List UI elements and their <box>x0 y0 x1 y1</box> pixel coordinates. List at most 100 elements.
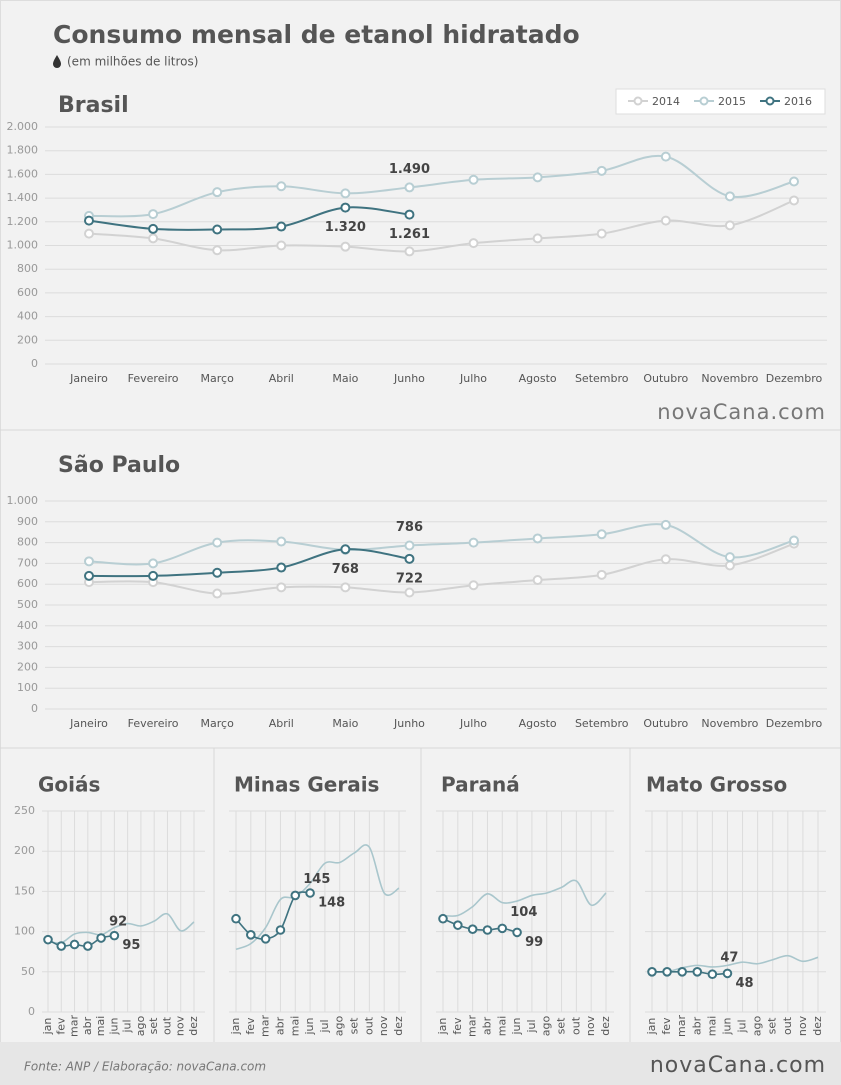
data-point <box>148 558 159 569</box>
x-tick-label: ago <box>540 1016 553 1037</box>
data-label: 1.320 <box>325 220 366 235</box>
data-label: 48 <box>735 976 753 991</box>
data-point <box>84 570 94 581</box>
source: Fonte: ANP / Elaboração: novaCana.com <box>24 1060 266 1074</box>
x-tick-label: jul <box>121 1019 134 1033</box>
data-point <box>596 228 607 239</box>
x-tick-label: Março <box>201 717 235 730</box>
drop-icon <box>53 55 61 68</box>
y-tick-label: 400 <box>17 619 38 632</box>
x-tick-label: fev <box>451 1017 464 1035</box>
data-point <box>340 202 351 213</box>
page-title: Consumo mensal de etanol hidratado <box>53 20 580 49</box>
y-tick-label: 150 <box>14 884 35 897</box>
data-point <box>722 968 733 979</box>
x-tick-label: ago <box>751 1016 764 1037</box>
y-tick-label: 100 <box>17 681 38 694</box>
x-tick-label: nov <box>584 1015 597 1036</box>
chart-title: Goiás <box>38 773 100 797</box>
y-tick-label: 250 <box>14 804 35 817</box>
x-tick-label: set <box>555 1017 568 1034</box>
data-point <box>404 209 415 220</box>
data-point <box>647 967 657 977</box>
data-point <box>212 588 223 599</box>
data-point <box>69 939 80 950</box>
data-point <box>109 930 120 941</box>
x-tick-label: Dezembro <box>766 717 823 730</box>
y-tick-label: 200 <box>17 660 38 673</box>
chart-title: Minas Gerais <box>234 773 379 797</box>
y-tick-label: 300 <box>17 640 38 653</box>
x-tick-label: Novembro <box>701 717 758 730</box>
x-tick-label: nov <box>796 1015 809 1036</box>
x-tick-label: Agosto <box>519 372 557 385</box>
y-tick-label: 1.400 <box>7 191 39 204</box>
y-tick-label: 600 <box>17 577 38 590</box>
x-tick-label: mar <box>68 1015 81 1037</box>
data-point <box>212 224 223 235</box>
data-label: 1.261 <box>389 227 430 242</box>
legend-marker <box>765 96 775 106</box>
data-point <box>276 181 287 192</box>
y-tick-label: 1.600 <box>7 167 39 180</box>
data-point <box>724 220 735 231</box>
y-tick-label: 100 <box>14 925 35 938</box>
y-tick-label: 200 <box>17 333 38 346</box>
x-tick-label: Julho <box>459 717 487 730</box>
data-label: 145 <box>303 872 330 887</box>
data-point <box>724 552 735 563</box>
x-tick-label: fev <box>244 1017 257 1035</box>
data-point <box>660 519 671 530</box>
data-point <box>340 188 351 199</box>
data-point <box>532 233 543 244</box>
x-tick-label: Agosto <box>519 717 557 730</box>
x-tick-label: dez <box>392 1016 405 1036</box>
data-point <box>438 913 448 924</box>
data-point <box>789 176 799 187</box>
data-point <box>275 925 286 935</box>
x-tick-label: mai <box>705 1016 718 1037</box>
subtitle: (em milhões de litros) <box>67 55 198 69</box>
x-tick-label: jan <box>41 1018 54 1036</box>
x-tick-label: jul <box>525 1019 538 1033</box>
series-line <box>88 542 795 595</box>
x-tick-label: mar <box>675 1015 688 1037</box>
footer <box>0 1042 841 1085</box>
data-point <box>789 535 799 546</box>
data-point <box>532 533 543 544</box>
y-tick-label: 900 <box>17 515 38 528</box>
legend-marker <box>699 96 709 106</box>
y-tick-label: 1.200 <box>7 215 39 228</box>
y-tick-label: 800 <box>17 536 38 549</box>
data-point <box>692 967 703 977</box>
x-tick-label: dez <box>599 1016 612 1036</box>
x-tick-label: abr <box>480 1016 493 1035</box>
chart-title: Paraná <box>441 773 520 797</box>
data-point <box>276 240 287 251</box>
data-label: 99 <box>525 935 543 950</box>
data-point <box>596 165 607 176</box>
data-point <box>724 191 735 202</box>
series-line <box>235 844 400 951</box>
data-point <box>404 246 415 257</box>
x-tick-label: jun <box>720 1017 733 1035</box>
data-label: 768 <box>332 562 359 577</box>
logo: novaCana.com <box>650 1053 826 1078</box>
data-label: 1.490 <box>389 162 430 177</box>
chart-title: São Paulo <box>58 453 180 478</box>
x-tick-label: out <box>362 1016 375 1035</box>
data-label: 148 <box>318 896 345 911</box>
x-tick-label: abr <box>273 1016 286 1035</box>
data-point <box>276 582 287 593</box>
x-tick-label: jul <box>736 1019 749 1033</box>
data-point <box>497 923 508 934</box>
legend-label: 2015 <box>718 95 746 108</box>
data-point <box>276 536 287 547</box>
x-tick-label: abr <box>690 1016 703 1035</box>
data-point <box>43 934 53 945</box>
x-tick-label: mai <box>288 1016 301 1037</box>
data-point <box>660 151 671 162</box>
x-tick-label: mai <box>495 1016 508 1037</box>
data-point <box>246 930 256 940</box>
x-tick-label: Fevereiro <box>128 717 179 730</box>
